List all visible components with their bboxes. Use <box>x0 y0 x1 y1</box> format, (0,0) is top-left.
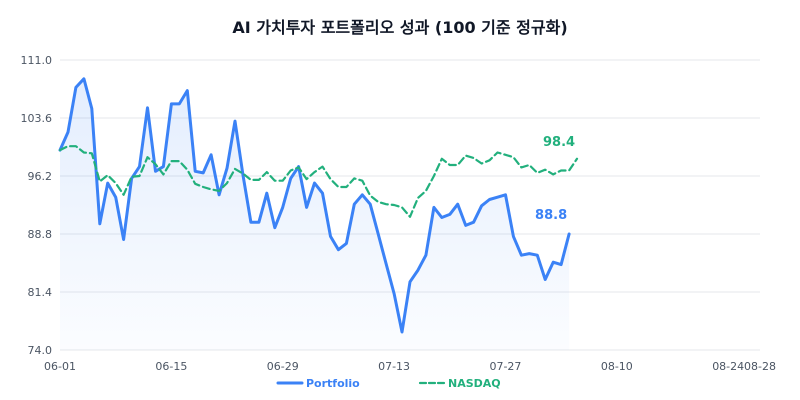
x-tick-label: 07-13 <box>378 360 410 373</box>
legend-label-portfolio: Portfolio <box>306 377 360 390</box>
series-line-nasdaq <box>58 145 579 218</box>
series-line-portfolio <box>58 77 571 334</box>
x-tick-label: 06-01 <box>44 360 76 373</box>
x-axis-ticks: 06-01 06-15 06-29 07-13 07-27 08-10 08-24 08-28 <box>44 360 776 373</box>
y-tick-label: 96.2 <box>28 170 53 183</box>
x-tick-label: 07-27 <box>489 360 521 373</box>
chart-title: AI 가치투자 포트폴리오 성과 (100 기준 정규화) <box>232 18 567 37</box>
end-label-portfolio: 88.8 <box>535 208 567 223</box>
x-tick-label: 08-24 <box>712 360 744 373</box>
x-tick-label: 08-28 <box>744 360 776 373</box>
end-labels: 88.8 98.4 <box>535 135 575 223</box>
y-tick-label: 103.6 <box>21 112 53 125</box>
y-tick-label: 81.4 <box>28 286 53 299</box>
y-axis-ticks: 111.0 103.6 96.2 88.8 81.4 74.0 <box>21 54 53 357</box>
end-label-nasdaq: 98.4 <box>543 135 575 150</box>
x-tick-label: 06-29 <box>267 360 299 373</box>
series-area-portfolio <box>60 78 570 351</box>
series-lines <box>58 77 579 351</box>
x-tick-label: 06-15 <box>155 360 187 373</box>
legend: Portfolio NASDAQ <box>276 377 501 390</box>
legend-label-nasdaq: NASDAQ <box>448 377 501 390</box>
y-tick-label: 74.0 <box>28 344 53 357</box>
y-tick-label: 88.8 <box>28 228 53 241</box>
y-tick-label: 111.0 <box>21 54 53 67</box>
x-tick-label: 08-10 <box>601 360 633 373</box>
